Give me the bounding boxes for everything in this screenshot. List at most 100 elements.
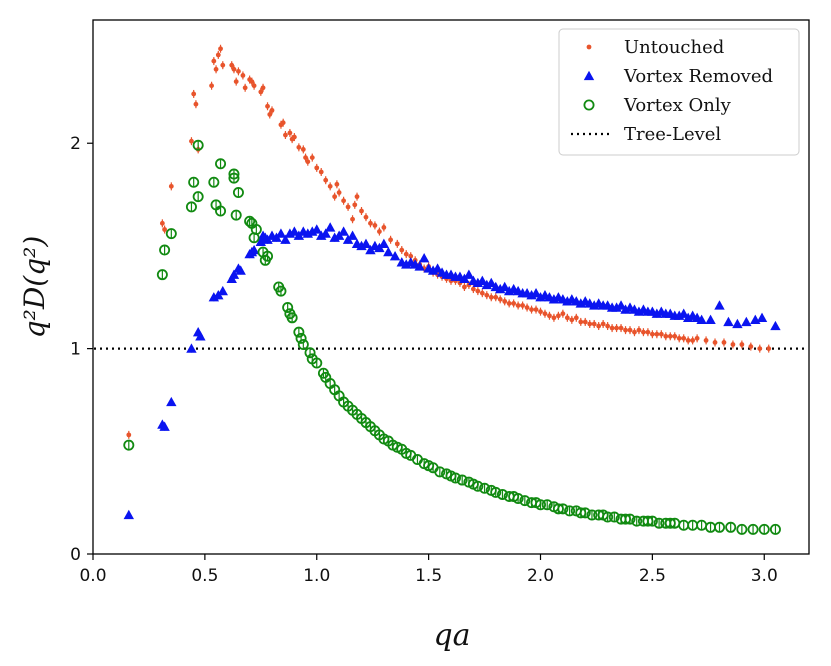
vortex-only-point xyxy=(535,499,547,511)
untouched-point xyxy=(587,321,593,327)
vortex-only-point xyxy=(479,482,491,494)
vortex-only-point xyxy=(758,523,770,535)
untouched-point xyxy=(502,298,508,304)
y-tick-label: 2 xyxy=(70,134,81,154)
untouched-point xyxy=(162,227,168,232)
vortex-removed-point xyxy=(756,312,768,322)
vortex-removed-point xyxy=(217,285,228,296)
vortex-only-point xyxy=(736,523,748,535)
vortex-only-point xyxy=(472,480,484,492)
untouched-point xyxy=(636,327,642,333)
untouched-point xyxy=(305,159,311,165)
untouched-point xyxy=(309,155,315,161)
untouched-point xyxy=(676,335,682,341)
untouched-point xyxy=(493,294,499,300)
untouched-point xyxy=(240,73,246,78)
untouched-point xyxy=(300,146,306,152)
vortex-removed-point xyxy=(123,509,134,520)
vortex-only-point xyxy=(519,495,531,507)
untouched-point xyxy=(236,68,241,74)
untouched-point xyxy=(126,432,132,438)
untouched-point xyxy=(618,325,624,331)
vortex-removed-point xyxy=(418,253,430,263)
vortex-removed-point xyxy=(678,308,689,318)
untouched-point xyxy=(211,58,217,64)
untouched-point xyxy=(249,79,255,85)
vortex-only-point xyxy=(275,285,287,297)
untouched-point xyxy=(287,130,293,136)
untouched-point xyxy=(645,329,651,335)
vortex-only-point xyxy=(293,326,305,338)
vortex-only-point xyxy=(512,493,524,505)
untouched-point xyxy=(345,204,351,210)
untouched-point xyxy=(730,342,736,347)
untouched-point xyxy=(556,313,561,319)
vortex-only-point xyxy=(646,515,658,527)
untouched-point xyxy=(672,333,678,339)
untouched-point xyxy=(497,296,503,302)
untouched-point xyxy=(267,112,273,117)
x-tick-label: 0.5 xyxy=(191,566,218,586)
untouched-point xyxy=(296,144,302,150)
untouched-point xyxy=(323,177,329,183)
y-axis-title: q²D(q²) xyxy=(18,236,51,339)
untouched-point xyxy=(627,327,633,333)
untouched-point xyxy=(229,62,235,68)
untouched-point xyxy=(712,340,718,345)
x-tick-label: 1.5 xyxy=(415,566,442,586)
vortex-removed-point xyxy=(463,269,475,279)
untouched-point xyxy=(193,101,199,107)
untouched-point xyxy=(327,183,333,189)
legend: Untouched Vortex Removed Vortex Only Tree-L… xyxy=(558,28,800,156)
untouched-point xyxy=(283,132,288,138)
untouched-point xyxy=(475,288,481,294)
vortex-only-point xyxy=(490,486,502,498)
vortex-removed-point xyxy=(732,318,743,329)
untouched-point xyxy=(354,194,360,200)
vortex-removed-point xyxy=(383,246,394,257)
untouched-point xyxy=(488,294,494,300)
vortex-only-point xyxy=(725,521,737,533)
vortex-only-point xyxy=(159,244,171,256)
untouched-point xyxy=(168,183,174,189)
untouched-point xyxy=(334,181,340,187)
untouched-point xyxy=(623,327,628,333)
untouched-point xyxy=(336,190,342,195)
untouched-point xyxy=(560,311,566,317)
vortex-removed-point xyxy=(311,224,322,234)
x-tick-label: 0.0 xyxy=(79,566,106,586)
untouched-point xyxy=(582,319,588,325)
series-untouched xyxy=(126,44,772,439)
untouched-point xyxy=(667,333,673,339)
vortex-removed-point xyxy=(166,396,177,407)
untouched-point xyxy=(408,253,414,259)
untouched-point xyxy=(314,165,320,171)
vortex-removed-point xyxy=(741,316,752,327)
untouched-point xyxy=(632,329,637,335)
x-tick-label: 3.0 xyxy=(751,566,778,586)
untouched-point xyxy=(318,169,324,175)
vortex-removed-point xyxy=(195,331,206,341)
untouched-point xyxy=(213,66,219,72)
vortex-only-point xyxy=(586,509,598,521)
untouched-point xyxy=(600,321,606,327)
untouched-point xyxy=(191,91,197,97)
vortex-only-point xyxy=(747,523,759,535)
vortex-removed-point xyxy=(723,316,734,327)
y-tick-label: 1 xyxy=(70,340,81,360)
legend-marker-vortex-only xyxy=(583,99,595,111)
untouched-point xyxy=(694,335,700,341)
vortex-removed-point xyxy=(770,320,781,331)
vortex-only-point xyxy=(608,511,620,523)
untouched-point xyxy=(359,208,364,214)
vortex-only-point xyxy=(295,332,307,344)
legend-label-vortex-only: Vortex Only xyxy=(623,95,732,116)
vortex-removed-point xyxy=(389,250,401,261)
untouched-point xyxy=(578,319,584,325)
untouched-point xyxy=(524,305,530,310)
vortex-removed-point xyxy=(228,269,240,279)
untouched-point xyxy=(506,301,512,306)
legend-marker-untouched xyxy=(586,44,592,50)
vortex-only-point xyxy=(215,205,227,217)
